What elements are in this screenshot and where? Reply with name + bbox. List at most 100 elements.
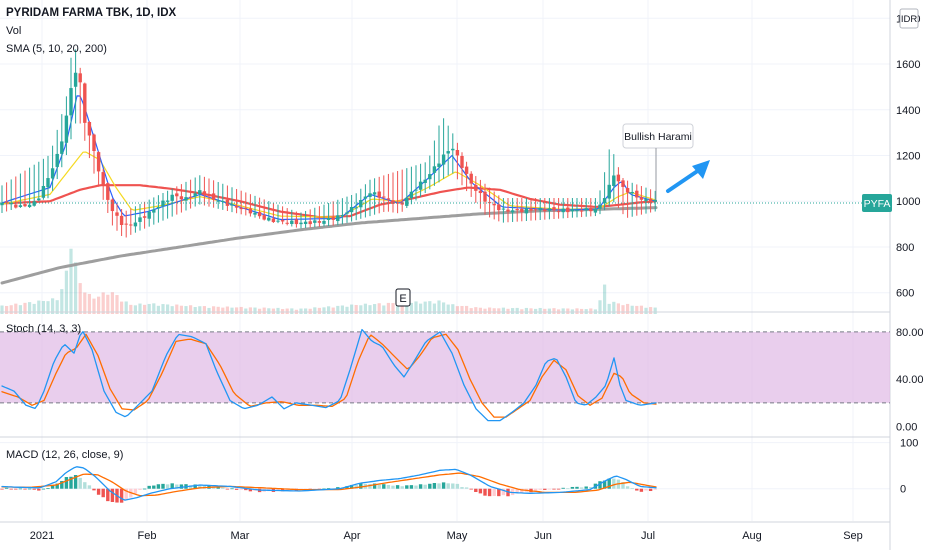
- candle: [331, 201, 335, 226]
- time-tick-label: Jul: [641, 530, 655, 542]
- candle-body: [653, 199, 657, 202]
- volume-bar: [138, 303, 142, 314]
- macd-histogram-bar: [46, 488, 50, 489]
- macd-histogram-bar: [211, 487, 216, 489]
- candlesticks[interactable]: [0, 49, 657, 238]
- candle: [257, 197, 262, 219]
- symbol-title[interactable]: PYRIDAM FARMA TBK, 1D, IDX: [6, 7, 177, 19]
- candle: [593, 198, 598, 217]
- volume-bar: [644, 307, 648, 314]
- candle-body: [589, 208, 593, 212]
- candle: [69, 57, 73, 140]
- volume-bar: [469, 308, 473, 314]
- candle-body: [198, 190, 202, 195]
- candle: [27, 167, 32, 208]
- volume-bar: [299, 308, 303, 314]
- volume-bar: [212, 306, 216, 314]
- macd-histogram-bar: [55, 483, 59, 489]
- macd-histogram-bar: [326, 488, 331, 489]
- candle: [294, 211, 299, 228]
- pattern-annotation[interactable]: Bullish Harami: [622, 123, 694, 200]
- macd-histogram-bar: [4, 487, 9, 489]
- candle-body: [437, 163, 441, 168]
- volume-bar: [363, 303, 367, 314]
- candle-body: [313, 220, 317, 223]
- stoch-axis[interactable]: 0.00 40.00 80.00: [896, 327, 924, 434]
- macd-histogram-bar: [414, 485, 418, 489]
- candle-body: [267, 217, 271, 221]
- macd-histogram-bar: [234, 488, 239, 490]
- macd-histogram-bar: [432, 483, 437, 489]
- macd-histogram-bar: [543, 488, 547, 490]
- candle: [616, 167, 621, 209]
- macd-histogram-bar: [538, 488, 542, 490]
- volume-bar: [442, 302, 446, 314]
- candle: [207, 178, 211, 207]
- candle: [515, 198, 519, 222]
- volume-bar: [322, 307, 326, 314]
- volume-bar: [336, 305, 340, 314]
- volume-bar: [382, 305, 386, 314]
- candle: [244, 192, 248, 216]
- volume-legend[interactable]: Vol: [6, 25, 22, 37]
- candle-body: [244, 207, 248, 209]
- macd-histogram-bar: [147, 485, 151, 489]
- candle-body: [331, 217, 335, 220]
- volume-bar: [308, 308, 312, 314]
- macd-histogram-bar: [359, 483, 363, 489]
- volume-bar: [0, 305, 4, 314]
- macd-histogram-bar: [598, 481, 602, 489]
- volume-bar: [184, 306, 188, 314]
- earnings-marker[interactable]: [395, 288, 411, 307]
- sma-legend[interactable]: SMA (5, 10, 20, 200): [6, 43, 107, 55]
- volume-bar: [566, 308, 570, 314]
- candle-body: [78, 73, 82, 83]
- volume-bar: [497, 308, 501, 314]
- volume-bar: [524, 307, 528, 314]
- candle-body: [23, 204, 27, 207]
- candle: [446, 125, 450, 176]
- macd-histogram-bar: [14, 488, 18, 490]
- macd-histogram-bar: [451, 483, 455, 489]
- volume-bar: [202, 306, 206, 314]
- macd-histogram-bar: [175, 484, 179, 489]
- candle: [230, 187, 234, 213]
- candle-body: [543, 209, 547, 212]
- candle: [221, 183, 225, 210]
- stoch-legend[interactable]: Stoch (14, 3, 3): [6, 323, 81, 335]
- candle-body: [552, 207, 556, 211]
- volume-bar: [607, 303, 611, 314]
- macd-histogram-bar: [60, 480, 64, 489]
- candle-body: [464, 166, 469, 174]
- volume-bar: [156, 305, 160, 314]
- macd-histogram-bar: [101, 488, 105, 498]
- macd-histogram-bar: [428, 483, 432, 489]
- volume-bar: [327, 306, 331, 314]
- time-axis[interactable]: 2021 Feb Mar Apr May Jun Jul Aug Sep: [30, 530, 863, 542]
- candle: [290, 209, 294, 227]
- volume-bar: [129, 304, 133, 314]
- volume-bar: [207, 307, 211, 314]
- candle: [359, 188, 363, 219]
- currency-badge[interactable]: [899, 8, 919, 29]
- volume-bar: [216, 306, 220, 314]
- macd-histogram-bar: [142, 488, 147, 490]
- candle: [469, 171, 473, 197]
- candle: [556, 198, 561, 219]
- candle-body: [340, 215, 345, 217]
- candle-body: [639, 197, 644, 200]
- candle: [441, 118, 446, 179]
- candle-body: [142, 216, 147, 218]
- volume-bar: [603, 284, 607, 314]
- candle: [119, 209, 124, 236]
- macd-legend[interactable]: MACD (12, 26, close, 9): [6, 449, 123, 461]
- volume-bar: [639, 305, 643, 314]
- volume-bar: [225, 306, 229, 314]
- macd-histogram-bar: [138, 488, 142, 490]
- macd-axis[interactable]: 0 100: [900, 438, 918, 496]
- candle-body: [101, 172, 105, 185]
- candle-body: [18, 205, 23, 208]
- candle-body: [455, 150, 460, 156]
